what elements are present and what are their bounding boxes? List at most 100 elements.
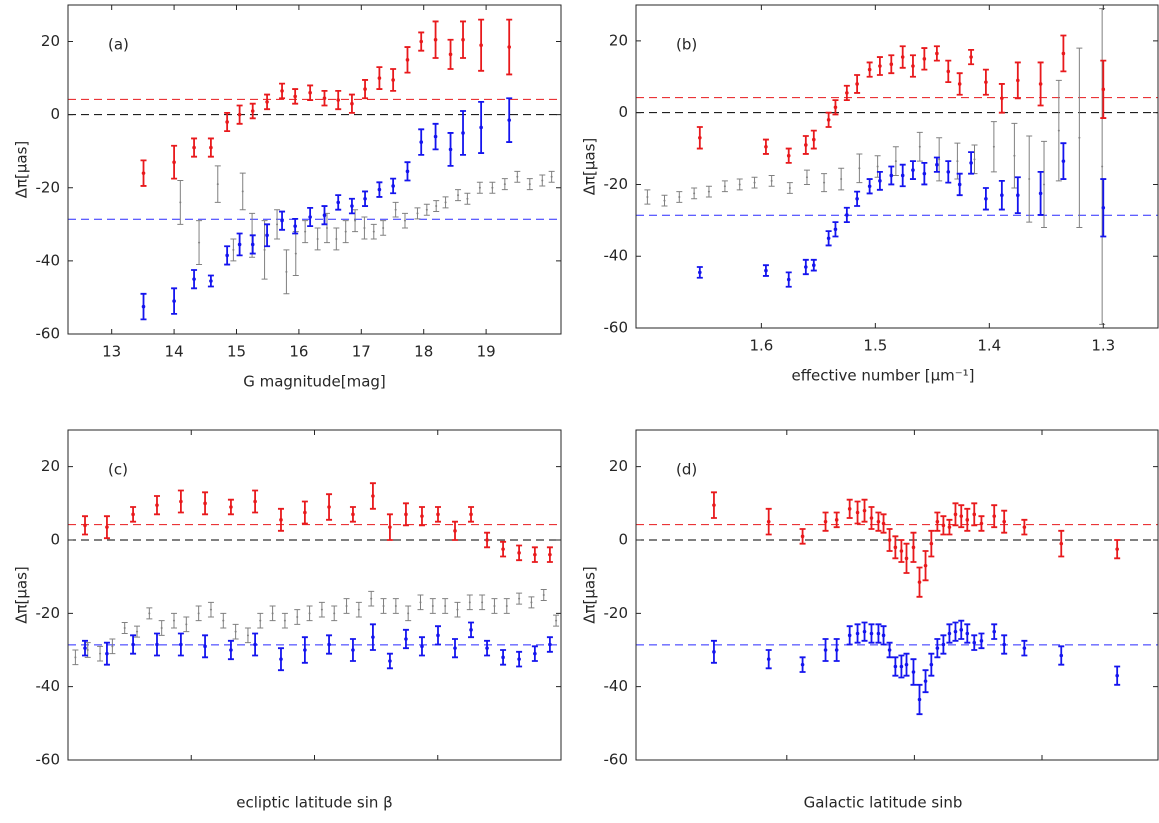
data-point [507,45,512,49]
data-point [517,657,521,661]
data-point [840,178,843,181]
data-point [431,605,434,607]
data-point [984,197,988,201]
data-point [280,218,284,223]
data-point [444,605,447,607]
data-point [1101,87,1106,92]
data-point [237,112,242,117]
data-point [542,594,545,596]
data-point [1101,205,1106,210]
data-point [478,186,481,189]
data-point [503,183,506,186]
y-tick-label: -60 [604,319,629,337]
data-point [517,551,521,555]
data-point [265,100,269,104]
data-point [786,153,791,158]
data-point [1115,547,1119,551]
data-point [405,169,410,174]
data-point [899,664,904,669]
data-point [788,187,791,190]
data-point [229,505,233,509]
data-point [271,612,274,615]
data-point [420,514,424,518]
data-point [419,39,424,44]
panel: -60 -40 -20 0 20 1.6 1.5 1.4 1.3 effective number… [581,4,1159,385]
panel-label: (c) [108,461,128,479]
data-point [435,205,438,208]
data-point [1059,653,1064,658]
y-tick-label: 20 [609,457,628,475]
data-point [234,630,237,633]
data-point [979,521,984,526]
data-point [959,628,964,632]
data-point [136,630,139,633]
data-point [250,109,255,113]
data-point [1057,129,1060,132]
data-point [738,183,741,186]
data-point [141,304,146,309]
data-point [293,224,297,228]
data-point [111,645,114,648]
data-point [293,94,297,99]
data-point [917,697,922,702]
data-point [229,648,233,652]
data-point [1002,519,1006,524]
data-point [518,597,521,600]
panel-label: (d) [676,461,697,479]
data-point [929,662,934,667]
data-point [407,612,410,615]
data-point [929,541,934,546]
data-point [308,215,312,219]
x-axis-label: effective number [μm⁻¹] [791,367,974,385]
data-point [363,196,367,201]
data-point [232,248,235,251]
panel-label: (b) [676,36,697,54]
data-point [992,514,997,518]
data-point [296,616,299,618]
data-point [209,145,213,150]
data-point [935,162,939,167]
data-point [327,505,331,509]
axes-frame [67,4,562,335]
data-point [160,627,163,629]
data-point [766,657,771,661]
data-point [826,118,831,122]
data-point [878,64,882,68]
data-point [448,147,453,152]
data-point [123,627,126,629]
data-point [887,648,892,652]
data-point [433,37,438,42]
data-point [862,629,867,634]
y-tick-label: -40 [604,247,629,265]
data-point [811,263,816,267]
data-point [105,651,109,656]
data-point [911,168,915,172]
data-point [456,608,459,611]
y-tick-label: -60 [604,751,629,769]
data-point [327,642,331,647]
data-point [533,651,537,656]
data-point [388,659,392,663]
x-tick-label: 18 [414,343,433,361]
data-point [712,503,716,507]
data-point [972,512,977,517]
data-point [894,160,897,163]
data-point [225,253,229,258]
data-point [444,201,447,204]
data-point [881,521,886,526]
y-tick-label: 20 [41,32,60,50]
data-point [448,52,453,57]
x-tick-label: 15 [227,343,246,361]
data-point [878,179,882,183]
data-point [304,230,307,233]
data-point [250,242,255,247]
data-point [764,268,768,273]
data-point [678,196,681,199]
data-point [881,633,886,638]
data-point [811,137,816,142]
data-point [333,612,336,615]
data-point [530,601,533,604]
axes-frame [635,429,1159,761]
data-point [899,549,904,553]
data-point [847,633,852,638]
